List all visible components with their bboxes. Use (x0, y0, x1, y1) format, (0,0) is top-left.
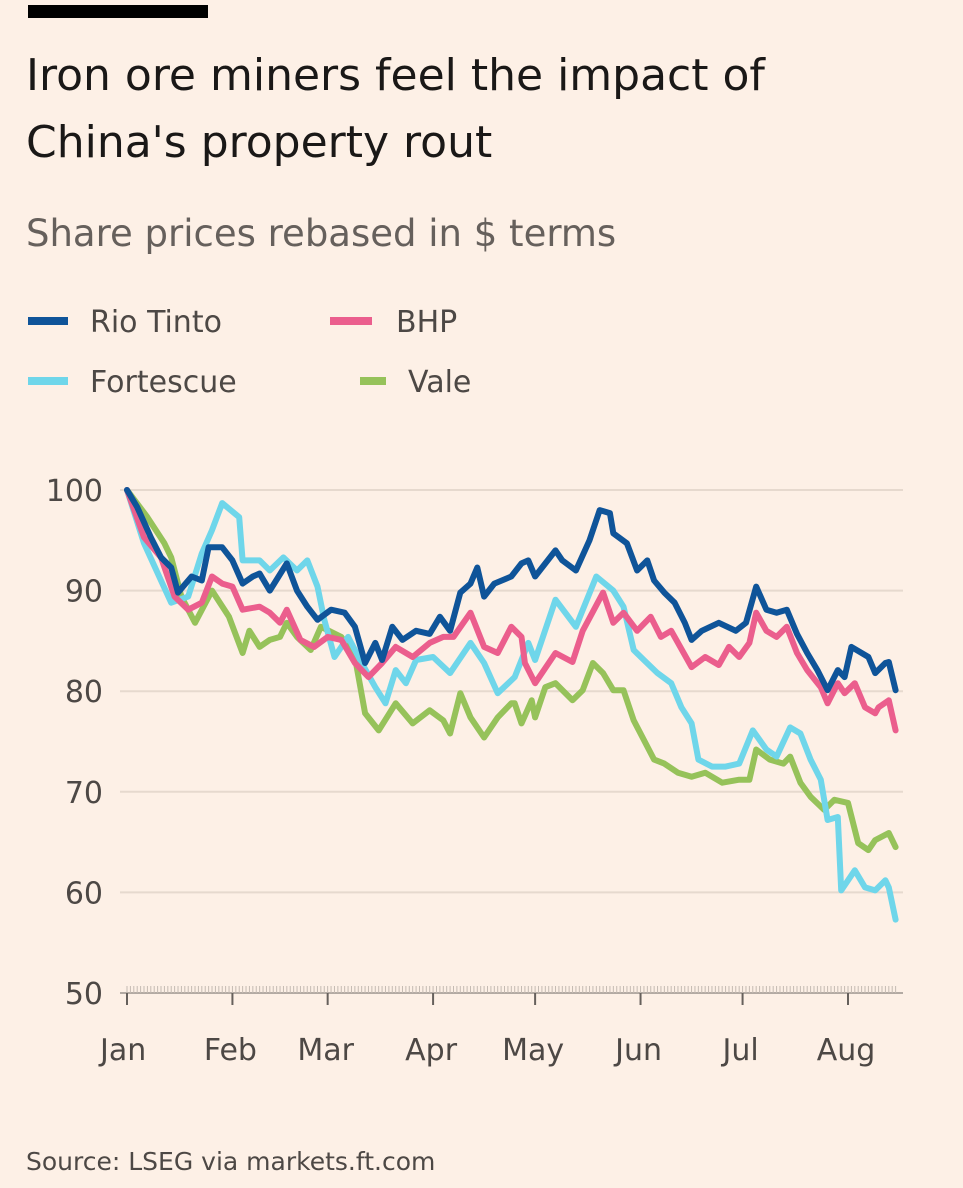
series-line-vale (124, 487, 899, 854)
brand-bar (28, 5, 208, 18)
series-lines (124, 487, 899, 923)
x-tick-label: Feb (204, 1033, 257, 1068)
x-tick-label: Aug (817, 1033, 876, 1068)
legend-label: Vale (408, 365, 471, 400)
x-axis: Jan Feb Mar Apr May Jun Jul Aug (98, 986, 903, 1068)
chart-title-line-1: Iron ore miners feel the impact of (26, 50, 766, 101)
x-tick-label: Mar (297, 1033, 354, 1068)
series-line-bhp (124, 487, 899, 734)
x-tick-label: Jun (613, 1033, 662, 1068)
y-axis: 100 90 80 70 60 50 (46, 474, 103, 1012)
x-tick-label: Apr (405, 1033, 458, 1068)
series-line-rio-tinto (124, 487, 899, 694)
y-tick-label: 100 (46, 474, 103, 509)
legend-item-fortescue: Fortescue (28, 365, 237, 400)
x-tick-label: May (502, 1033, 564, 1068)
chart-title-line-2: China's property rout (26, 117, 492, 168)
series-line-fortescue (124, 487, 899, 923)
y-tick-label: 50 (65, 977, 103, 1012)
legend-label: BHP (396, 305, 457, 340)
legend-label: Rio Tinto (90, 305, 222, 340)
legend-item-vale: Vale (360, 365, 471, 400)
chart-subtitle: Share prices rebased in $ terms (26, 212, 616, 255)
gridlines (120, 489, 903, 894)
x-tick-label: Jul (720, 1033, 758, 1068)
y-tick-label: 80 (65, 675, 103, 710)
x-tick-label: Jan (98, 1033, 146, 1068)
y-tick-label: 60 (65, 876, 103, 911)
legend-label: Fortescue (90, 365, 237, 400)
y-tick-label: 90 (65, 575, 103, 610)
legend: Rio Tinto BHP Fortescue Vale (28, 305, 471, 400)
source-note: Source: LSEG via markets.ft.com (26, 1147, 435, 1176)
legend-item-rio-tinto: Rio Tinto (28, 305, 222, 340)
legend-item-bhp: BHP (330, 305, 457, 340)
y-tick-label: 70 (65, 776, 103, 811)
